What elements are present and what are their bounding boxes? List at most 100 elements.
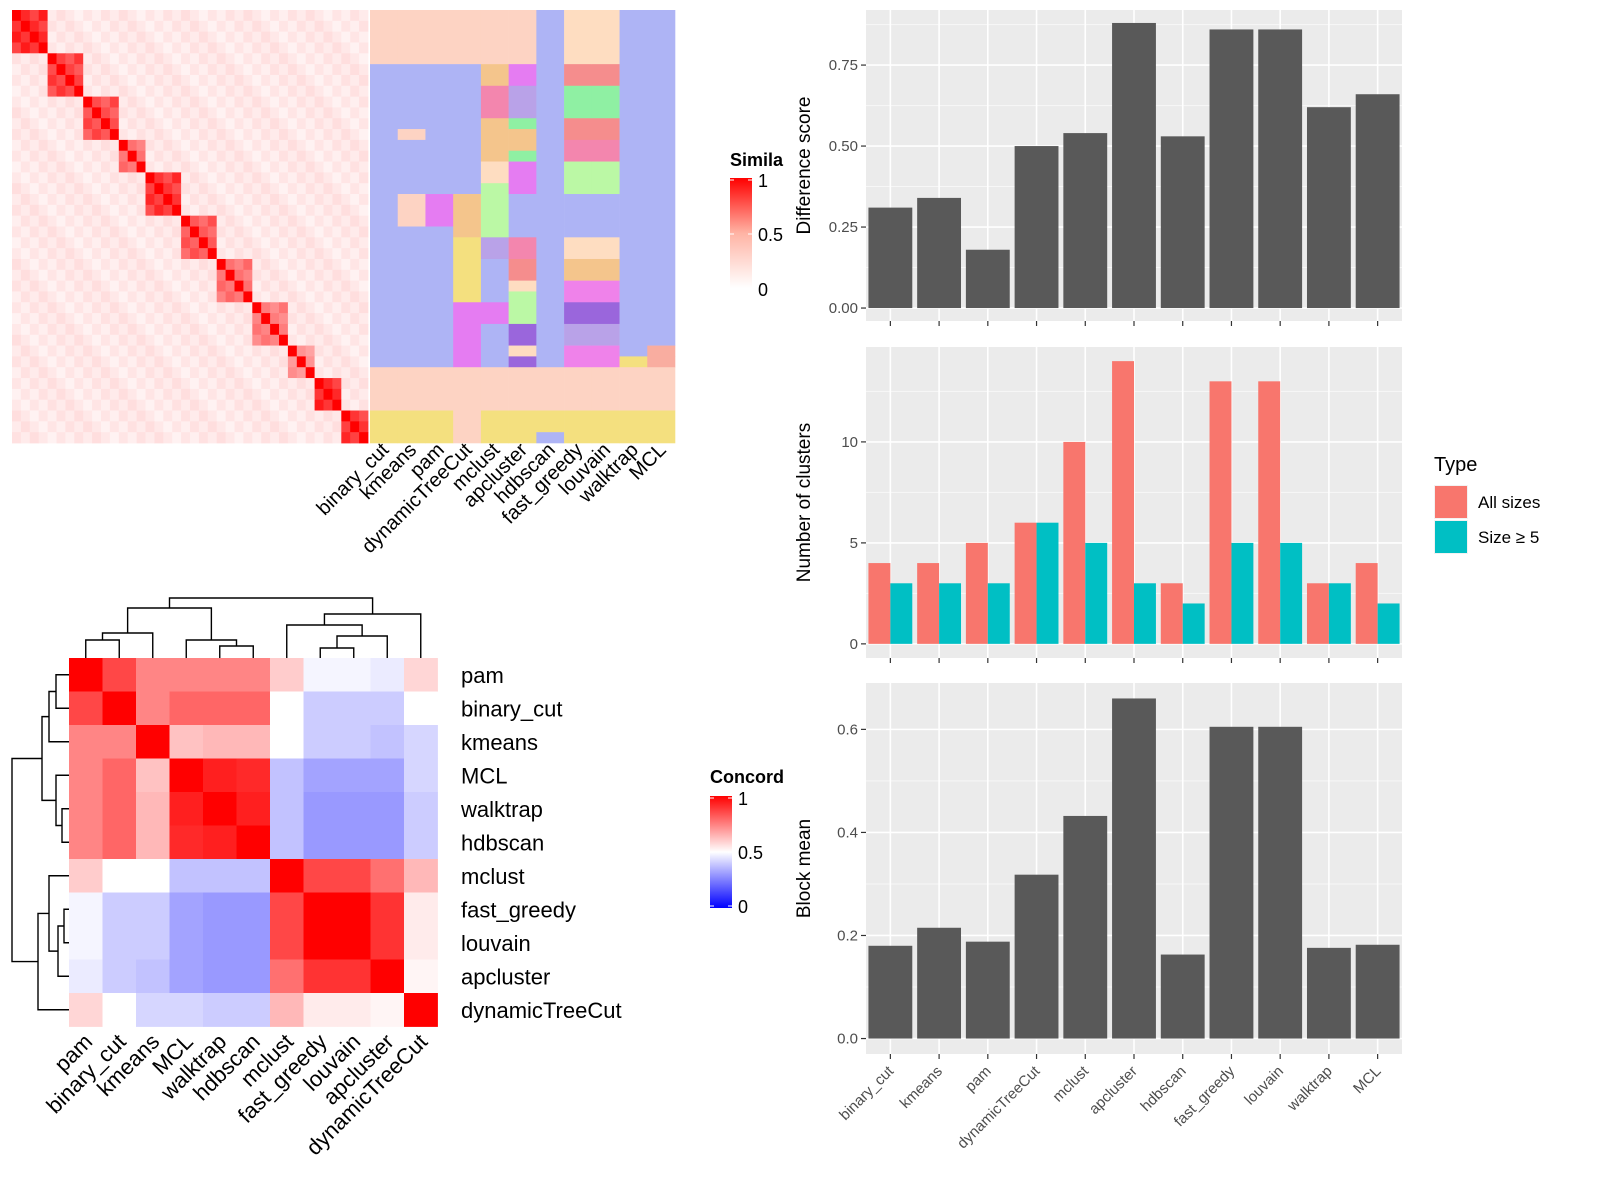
similarity-cell: [225, 139, 235, 152]
similarity-cell: [341, 96, 351, 108]
similarity-cell: [101, 302, 111, 314]
similarity-cell: [101, 291, 111, 303]
bar: [965, 941, 1010, 1039]
similarity-cell: [118, 107, 129, 119]
assignment-cell: [619, 10, 648, 357]
similarity-cell: [127, 367, 137, 379]
similarity-cell: [252, 31, 262, 43]
similarity-cell: [118, 291, 129, 303]
similarity-cell: [323, 388, 333, 401]
similarity-cell: [252, 85, 262, 97]
similarity-cell: [350, 302, 360, 314]
similarity-cell: [190, 20, 200, 33]
similarity-cell: [118, 215, 129, 227]
assignment-cell: [508, 10, 537, 65]
similarity-cell: [65, 118, 75, 130]
y-tick-label: 0.00: [829, 300, 858, 317]
assignment-cell: [591, 323, 620, 346]
y-tick-label: 5: [850, 535, 858, 552]
similarity-cell: [47, 139, 57, 152]
similarity-cell: [56, 161, 66, 173]
similarity-cell: [350, 237, 360, 249]
similarity-cell: [332, 432, 342, 444]
concordance-cell: [69, 859, 103, 893]
similarity-cell: [172, 42, 182, 54]
similarity-cell: [38, 323, 48, 336]
similarity-cell: [65, 129, 75, 141]
similarity-cell: [56, 64, 66, 76]
similarity-cell: [198, 280, 209, 292]
similarity-cell: [101, 399, 111, 411]
similarity-cell: [359, 64, 369, 76]
similarity-cell: [145, 432, 155, 444]
similarity-cell: [350, 42, 360, 54]
similarity-cell: [118, 258, 129, 271]
similarity-cell: [350, 161, 360, 173]
similarity-cell: [216, 64, 226, 76]
similarity-cell: [29, 96, 40, 108]
similarity-cell: [20, 269, 31, 282]
similarity-cell: [234, 150, 244, 162]
similarity-cell: [225, 313, 235, 325]
similarity-cell: [47, 313, 57, 325]
similarity-cell: [172, 378, 182, 390]
similarity-cell: [92, 215, 102, 227]
similarity-cell: [323, 323, 333, 336]
similarity-cell: [127, 42, 137, 54]
similarity-cell: [332, 399, 342, 411]
similarity-cell: [38, 302, 48, 314]
similarity-cell: [287, 31, 298, 43]
similarity-cell: [154, 388, 164, 401]
concordance-cell: [203, 892, 237, 927]
similarity-cell: [279, 410, 289, 422]
similarity-cell: [56, 410, 66, 422]
similarity-cell: [65, 291, 75, 303]
similarity-cell: [20, 356, 31, 368]
similarity-cell: [296, 269, 307, 282]
similarity-cell: [56, 388, 66, 401]
concordance-cell: [203, 725, 237, 759]
similarity-cell: [198, 237, 209, 249]
similarity-cell: [118, 226, 129, 238]
similarity-cell: [216, 356, 226, 368]
similarity-cell: [154, 237, 164, 249]
similarity-cell: [20, 118, 31, 130]
similarity-cell: [83, 313, 93, 325]
concordance-cell: [169, 926, 204, 960]
bar-size-5: [1085, 542, 1108, 644]
legend-key-all-sizes: [1435, 486, 1467, 518]
similarity-cell: [207, 237, 218, 249]
similarity-cell: [296, 258, 307, 271]
similarity-cell: [243, 410, 253, 422]
similarity-legend-tick-label: 0.5: [758, 225, 783, 245]
similarity-cell: [359, 269, 369, 282]
similarity-cell: [65, 302, 75, 314]
assignment-cell: [370, 10, 399, 65]
similarity-cell: [181, 334, 191, 346]
similarity-cell: [296, 432, 307, 444]
similarity-cell: [305, 410, 315, 422]
concordance-cell: [370, 859, 405, 893]
similarity-cell: [65, 204, 75, 217]
concordance-cell: [270, 926, 304, 960]
similarity-cell: [145, 129, 155, 141]
x-tick-label: apcluster: [1086, 1063, 1141, 1118]
similarity-cell: [332, 323, 342, 336]
similarity-cell: [83, 31, 93, 43]
similarity-cell: [243, 291, 253, 303]
similarity-cell: [83, 226, 93, 238]
similarity-cell: [12, 345, 22, 357]
similarity-cell: [181, 269, 191, 282]
similarity-cell: [323, 96, 333, 108]
similarity-cell: [279, 269, 289, 282]
similarity-cell: [198, 421, 209, 433]
similarity-cell: [323, 367, 333, 379]
similarity-cell: [29, 269, 40, 282]
similarity-cell: [74, 248, 84, 260]
similarity-cell: [279, 150, 289, 162]
similarity-cell: [287, 118, 298, 130]
bar: [1014, 146, 1059, 309]
assignment-cell: [647, 10, 676, 346]
similarity-cell: [296, 215, 307, 227]
similarity-cell: [323, 53, 333, 65]
